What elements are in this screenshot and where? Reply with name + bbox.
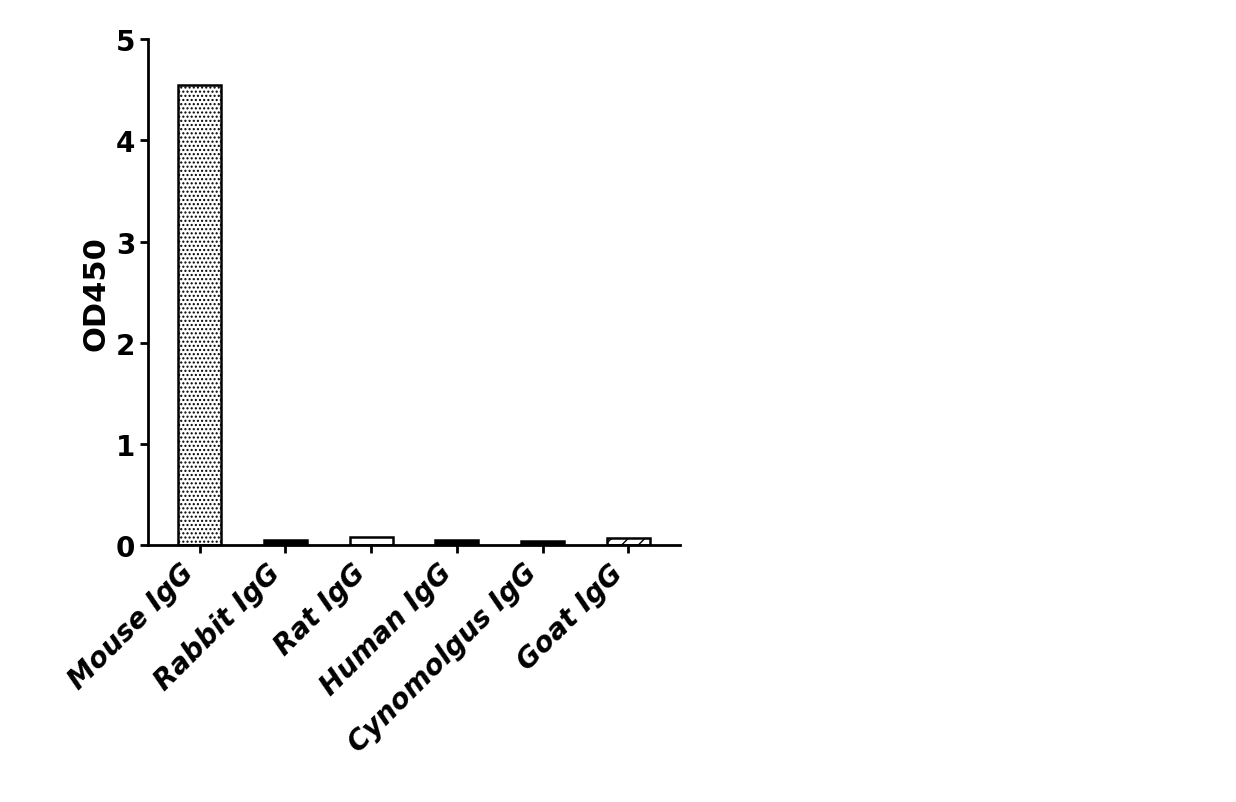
Bar: [522, 541, 564, 545]
Bar: [178, 86, 221, 545]
Bar: [265, 541, 307, 545]
Bar: [607, 538, 650, 545]
Bar: [435, 541, 478, 545]
Y-axis label: OD450: OD450: [82, 235, 110, 350]
Bar: [350, 537, 393, 545]
